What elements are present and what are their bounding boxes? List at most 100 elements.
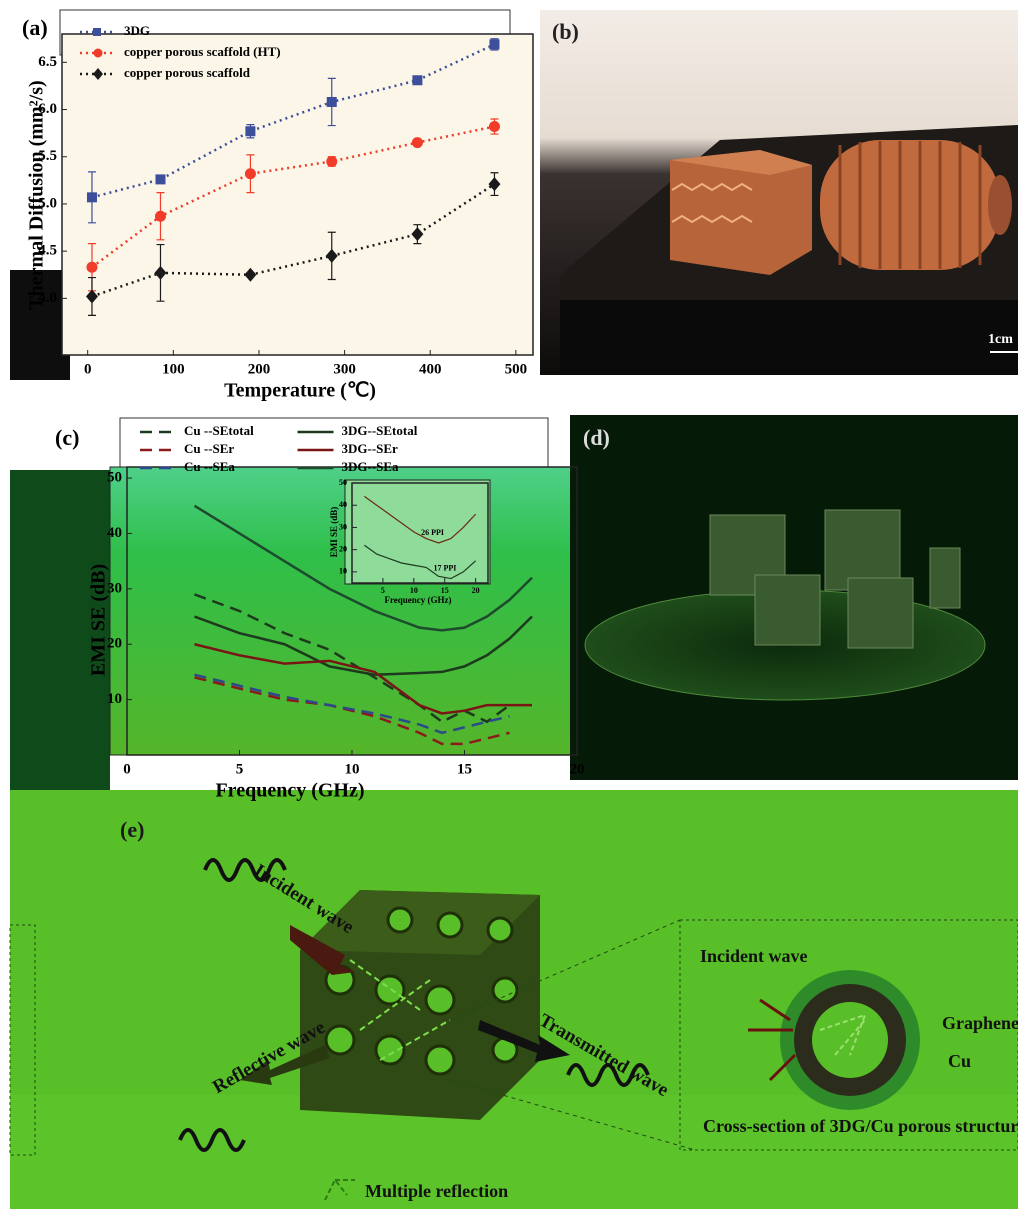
- x-tick-label: 500: [505, 361, 528, 377]
- x-tick-label: 300: [333, 361, 356, 377]
- series-line: [91, 183, 496, 298]
- arrow: [478, 1020, 570, 1062]
- zoom-lines: [449, 919, 696, 1151]
- y-tick-label: 4.5: [38, 243, 57, 259]
- x-tick-label: 20: [570, 761, 585, 777]
- marker: [488, 121, 500, 133]
- x-tick-label: 15: [457, 761, 472, 777]
- series-line: [91, 125, 495, 269]
- series-line: [194, 643, 532, 715]
- diagram-label: Graphene: [942, 1013, 1018, 1033]
- y-axis-label: EMI SE (dB): [329, 507, 339, 558]
- plot-frame: [351, 482, 489, 584]
- panel-label: (b): [552, 19, 579, 44]
- y-tick-label: 5.0: [38, 195, 57, 211]
- legend-marker: [93, 28, 101, 36]
- series-line: [194, 676, 510, 746]
- legend-label: Cu --SEr: [184, 441, 234, 456]
- arrow: [240, 1045, 330, 1085]
- diagram-caption: Cross-section of 3DG/Cu porous structure: [703, 1116, 1018, 1136]
- legend-label: 3DG--SEtotal: [342, 423, 418, 438]
- panel-label: (a): [22, 15, 48, 40]
- y-tick-label: 6.5: [38, 54, 57, 70]
- y-tick-label: 40: [339, 500, 347, 509]
- wave: [178, 1128, 246, 1152]
- series-line: [194, 615, 533, 676]
- panel-label: (c): [55, 425, 79, 450]
- diagram-label: Incident wave: [700, 946, 808, 966]
- inset-box: [9, 924, 36, 1156]
- y-tick-label: 20: [107, 636, 122, 652]
- photo-strip: [560, 300, 1018, 375]
- legend-icon: [324, 1178, 355, 1201]
- wave: [203, 858, 287, 882]
- y-tick-label: 5.5: [38, 148, 57, 164]
- x-tick-label: 5: [381, 586, 385, 595]
- marker: [86, 192, 97, 203]
- legend-label: 3DG--SEr: [342, 441, 399, 456]
- copper-cylinder: [820, 140, 1012, 270]
- y-tick-label: 40: [107, 525, 122, 541]
- copper-cube: [670, 150, 812, 275]
- legend-label: 3DG: [124, 23, 150, 38]
- arrows: [748, 998, 797, 1082]
- x-tick-label: 10: [345, 761, 360, 777]
- x-tick-label: 200: [248, 361, 271, 377]
- x-tick-label: 10: [410, 586, 418, 595]
- marker: [326, 96, 337, 107]
- legend-label: 3DG--SEa: [342, 459, 400, 474]
- wave: [566, 1063, 650, 1087]
- plot-area: [62, 34, 533, 355]
- marker: [244, 267, 257, 282]
- x-axis-label: Frequency (GHz): [384, 595, 451, 605]
- y-tick-label: 20: [339, 544, 347, 553]
- marker: [411, 227, 424, 242]
- y-tick-label: 50: [107, 470, 122, 486]
- series-label: 17 PPI: [433, 563, 456, 572]
- marker: [85, 289, 98, 304]
- marker: [489, 39, 500, 50]
- panel-label: (e): [120, 817, 144, 842]
- marker: [325, 248, 338, 263]
- marker: [326, 155, 338, 167]
- glitch-strip: [10, 270, 70, 380]
- inset-box: [679, 919, 1018, 1151]
- marker: [86, 261, 98, 273]
- series-label: 26 PPI: [421, 528, 444, 537]
- x-axis-label: Temperature (℃): [224, 380, 376, 402]
- y-tick-label: 30: [107, 580, 122, 596]
- series-line: [193, 504, 533, 632]
- arrow: [290, 925, 355, 975]
- diagram-band: [10, 1095, 1018, 1209]
- legend-marker: [93, 48, 103, 58]
- marker: [244, 168, 256, 180]
- y-tick-label: 4.0: [38, 290, 57, 306]
- y-tick-label: 6.0: [38, 101, 57, 117]
- cross-section: [780, 970, 920, 1110]
- diagram-label: Multiple reflection: [365, 1181, 508, 1201]
- series-line: [194, 673, 510, 735]
- marker: [154, 265, 167, 280]
- x-tick-label: 20: [472, 586, 480, 595]
- glitch-strip: [10, 470, 110, 790]
- series-line: [91, 43, 495, 199]
- porous-cube: [300, 890, 540, 1120]
- scale-label: 1cm: [988, 332, 1013, 347]
- x-tick-label: 100: [162, 361, 185, 377]
- x-tick-label: 400: [419, 361, 442, 377]
- y-tick-label: 10: [339, 567, 347, 576]
- x-tick-label: 0: [123, 761, 131, 777]
- legend-label: copper porous scaffold: [124, 65, 251, 80]
- legend-label: copper porous scaffold (HT): [124, 44, 281, 59]
- legend-marker: [93, 68, 103, 80]
- marker: [154, 210, 166, 222]
- legend-label: Cu --SEa: [184, 459, 235, 474]
- series-line: [364, 544, 477, 580]
- plot-frame: [61, 33, 534, 356]
- marker: [245, 126, 256, 137]
- y-tick-label: 10: [107, 691, 122, 707]
- y-tick-label: 50: [339, 478, 347, 487]
- inset-area: [344, 479, 491, 585]
- x-axis-label: Frequency (GHz): [215, 780, 364, 802]
